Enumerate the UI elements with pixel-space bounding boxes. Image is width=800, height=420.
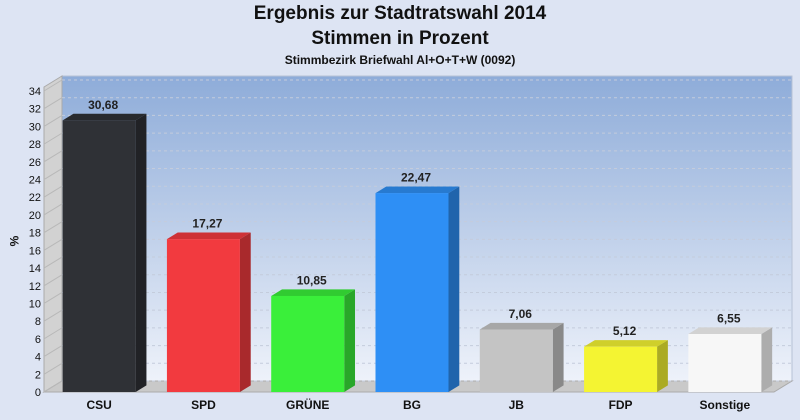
bar-side (239, 232, 251, 392)
grid-line-side (43, 114, 63, 127)
grid-line-side (43, 97, 63, 110)
y-tick-label: 26 (29, 157, 41, 169)
bar-top (166, 232, 251, 240)
y-tick-label: 10 (29, 298, 41, 310)
y-tick-label: 4 (35, 352, 41, 364)
chart-title: Ergebnis zur Stadtratswahl 2014 (253, 3, 547, 24)
y-tick-label: 24 (29, 175, 41, 187)
bar-spd (166, 232, 251, 392)
bar-csu (62, 113, 147, 393)
grid-line-side (43, 150, 63, 163)
bar-side (552, 322, 564, 392)
grid-line-side (43, 362, 63, 375)
bar-sonstige (688, 327, 773, 392)
bar-jb (479, 322, 564, 392)
grid-line-side (43, 292, 63, 304)
value-label: 17,27 (192, 217, 222, 231)
bar-fdp (584, 340, 668, 392)
x-axis: CSU SPD GRÜNE BG JB FDP Sonstige (86, 397, 750, 412)
y-tick-label: 6 (35, 334, 41, 346)
value-label: 6,55 (717, 311, 741, 325)
grid-line-side (43, 203, 63, 216)
value-label: 10,85 (297, 273, 327, 287)
bar-front (166, 239, 240, 392)
bar-front (62, 120, 136, 393)
chart-subtitle: Stimmen in Prozent (311, 28, 489, 49)
grid-line-side (43, 380, 63, 393)
value-label: 30,68 (88, 98, 118, 112)
grid-line-side (43, 345, 63, 358)
bar-bg (375, 186, 460, 392)
bar-side (448, 186, 460, 392)
bar-side (761, 327, 773, 392)
value-label: 7,06 (509, 307, 533, 321)
y-tick-label: 30 (29, 121, 41, 133)
bar-top (479, 322, 564, 330)
x-tick-label: FDP (609, 398, 633, 412)
bar-front (375, 193, 449, 392)
bar-side (344, 289, 356, 392)
bar-side (657, 340, 668, 392)
y-tick-label: 22 (29, 192, 41, 204)
grid-line-side (43, 327, 63, 340)
grid-line-side (43, 238, 63, 251)
grid-line-side (43, 185, 63, 198)
grid-line-side (43, 168, 63, 180)
y-tick-label: 28 (29, 139, 41, 151)
bar-top (584, 340, 668, 347)
bar-grüne (271, 289, 356, 392)
grid-line-side (43, 79, 63, 92)
bar-front (688, 334, 762, 392)
x-tick-label: Sonstige (700, 398, 751, 412)
y-tick-label: 32 (29, 104, 41, 116)
bar-top (62, 113, 147, 121)
bar-front (584, 346, 658, 392)
y-tick-label: 8 (35, 316, 41, 328)
bar-top (688, 327, 773, 335)
y-tick-label: 0 (35, 387, 41, 399)
bar-side (135, 113, 147, 393)
grid-line-side (43, 256, 63, 269)
bar-top (375, 186, 460, 194)
x-tick-label: BG (403, 398, 421, 412)
x-tick-label: JB (509, 398, 525, 412)
bar-front (271, 295, 345, 392)
y-tick-label: 20 (29, 210, 41, 222)
y-tick-label: 34 (29, 86, 41, 98)
value-label: 5,12 (613, 324, 637, 338)
grid-line-side (43, 274, 63, 287)
y-tick-label: 18 (29, 228, 41, 240)
x-tick-label: CSU (86, 398, 111, 412)
bar-top (271, 289, 356, 296)
bar-front (479, 329, 553, 392)
x-tick-label: GRÜNE (286, 397, 329, 412)
y-tick-label: 16 (29, 245, 41, 257)
value-label: 22,47 (401, 170, 431, 184)
bars (62, 113, 773, 393)
value-labels: 30,68 17,27 10,85 22,47 7,06 5,12 6,55 (88, 98, 741, 338)
x-tick-label: SPD (191, 398, 216, 412)
grid-line-side (43, 309, 63, 322)
district-label: Stimmbezirk Briefwahl Al+O+T+W (0092) (284, 53, 516, 67)
y-tick-label: 14 (29, 263, 41, 275)
y-tick-label: 12 (29, 281, 41, 293)
grid-line-side (43, 221, 63, 234)
grid-line-side (43, 132, 63, 145)
y-tick-label: 2 (35, 369, 41, 381)
plot-left-wall (43, 75, 63, 393)
